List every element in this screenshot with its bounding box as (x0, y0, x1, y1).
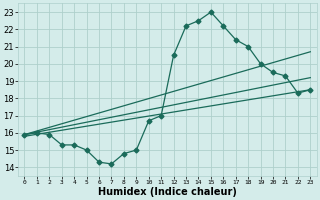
X-axis label: Humidex (Indice chaleur): Humidex (Indice chaleur) (98, 187, 237, 197)
